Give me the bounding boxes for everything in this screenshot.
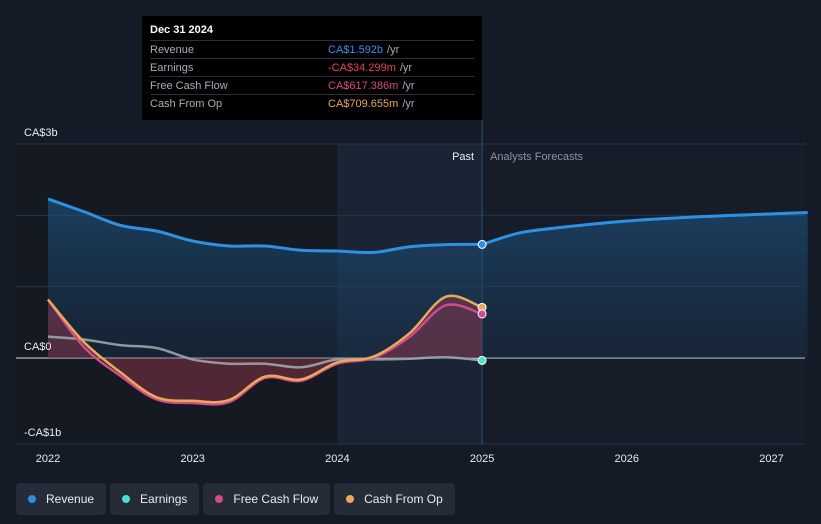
tooltip-value: CA$709.655m: [328, 97, 399, 110]
earnings-dot-icon: [122, 495, 131, 503]
tooltip-row-revenue: Revenue CA$1.592b /yr: [150, 40, 474, 58]
tooltip-row-cash-from-op: Cash From Op CA$709.655m /yr: [150, 94, 474, 112]
tooltip-unit: /yr: [387, 43, 400, 56]
legend-label: Free Cash Flow: [233, 492, 319, 506]
y-tick-label: CA$0: [24, 341, 52, 353]
tooltip-date: Dec 31 2024: [150, 24, 213, 36]
earnings-marker: [477, 355, 487, 365]
tooltip-row-free-cash-flow: Free Cash Flow CA$617.386m /yr: [150, 76, 474, 94]
series-lines: [47, 197, 808, 406]
tooltip-label: Revenue: [150, 43, 195, 56]
revenue-dot-icon: [28, 495, 36, 503]
series-markers: [477, 239, 487, 365]
free-cash-flow-dot-icon: [215, 495, 224, 503]
tooltip-unit: /yr: [402, 79, 415, 92]
y-tick-label: CA$3b: [24, 127, 58, 139]
tooltip-unit: /yr: [399, 61, 413, 74]
cash-from-op-dot-icon: [346, 495, 355, 503]
past-label: Past: [452, 151, 474, 163]
x-tick-label: 2023: [180, 453, 204, 465]
axis-labels: CA$3b CA$0 -CA$1b 2022 2023 2024 2025 2026 2027 P…: [24, 127, 784, 465]
earnings-line: [47, 335, 483, 369]
y-tick-label: -CA$1b: [24, 427, 61, 439]
free-cash-flow-line: [47, 298, 483, 406]
x-tick-label: 2027: [759, 453, 783, 465]
forecast-label: Analysts Forecasts: [490, 151, 583, 163]
x-tick-label: 2022: [36, 453, 60, 465]
revenue-line: [47, 197, 483, 255]
cash-flow-area: [48, 295, 483, 403]
legend-item-earnings[interactable]: Earnings: [110, 483, 200, 515]
legend-label: Cash From Op: [364, 492, 443, 506]
revenue-marker: [477, 239, 487, 249]
tooltip-value: CA$1.592b: [328, 43, 384, 56]
x-tick-label: 2024: [325, 453, 349, 465]
legend-item-cash-from-op[interactable]: Cash From Op: [334, 483, 455, 515]
legend-item-revenue[interactable]: Revenue: [16, 483, 107, 515]
tooltip-label: Cash From Op: [150, 97, 223, 110]
tooltip-row-earnings: Earnings -CA$34.299m /yr: [150, 58, 474, 76]
cash-from-op-line: [47, 294, 483, 404]
tooltip-value: -CA$34.299m: [328, 61, 396, 74]
tooltip: Dec 31 2024 Revenue CA$1.592b /yr Earnin…: [142, 16, 482, 120]
legend-label: Earnings: [140, 492, 188, 506]
free-cash-flow-marker: [477, 309, 487, 319]
revenue-forecast-line: [481, 210, 808, 246]
series-areas: [48, 198, 808, 403]
tooltip-value: CA$617.386m: [328, 79, 399, 92]
revenue-area: [48, 198, 808, 358]
legend-item-free-cash-flow[interactable]: Free Cash Flow: [203, 483, 331, 515]
x-tick-label: 2025: [470, 453, 494, 465]
tooltip-label: Free Cash Flow: [150, 79, 228, 92]
legend-label: Revenue: [46, 492, 95, 506]
tooltip-unit: /yr: [402, 97, 415, 110]
legend: Revenue Earnings Free Cash Flow Cash Fro…: [16, 483, 455, 515]
x-tick-label: 2026: [615, 453, 639, 465]
tooltip-label: Earnings: [150, 61, 194, 74]
